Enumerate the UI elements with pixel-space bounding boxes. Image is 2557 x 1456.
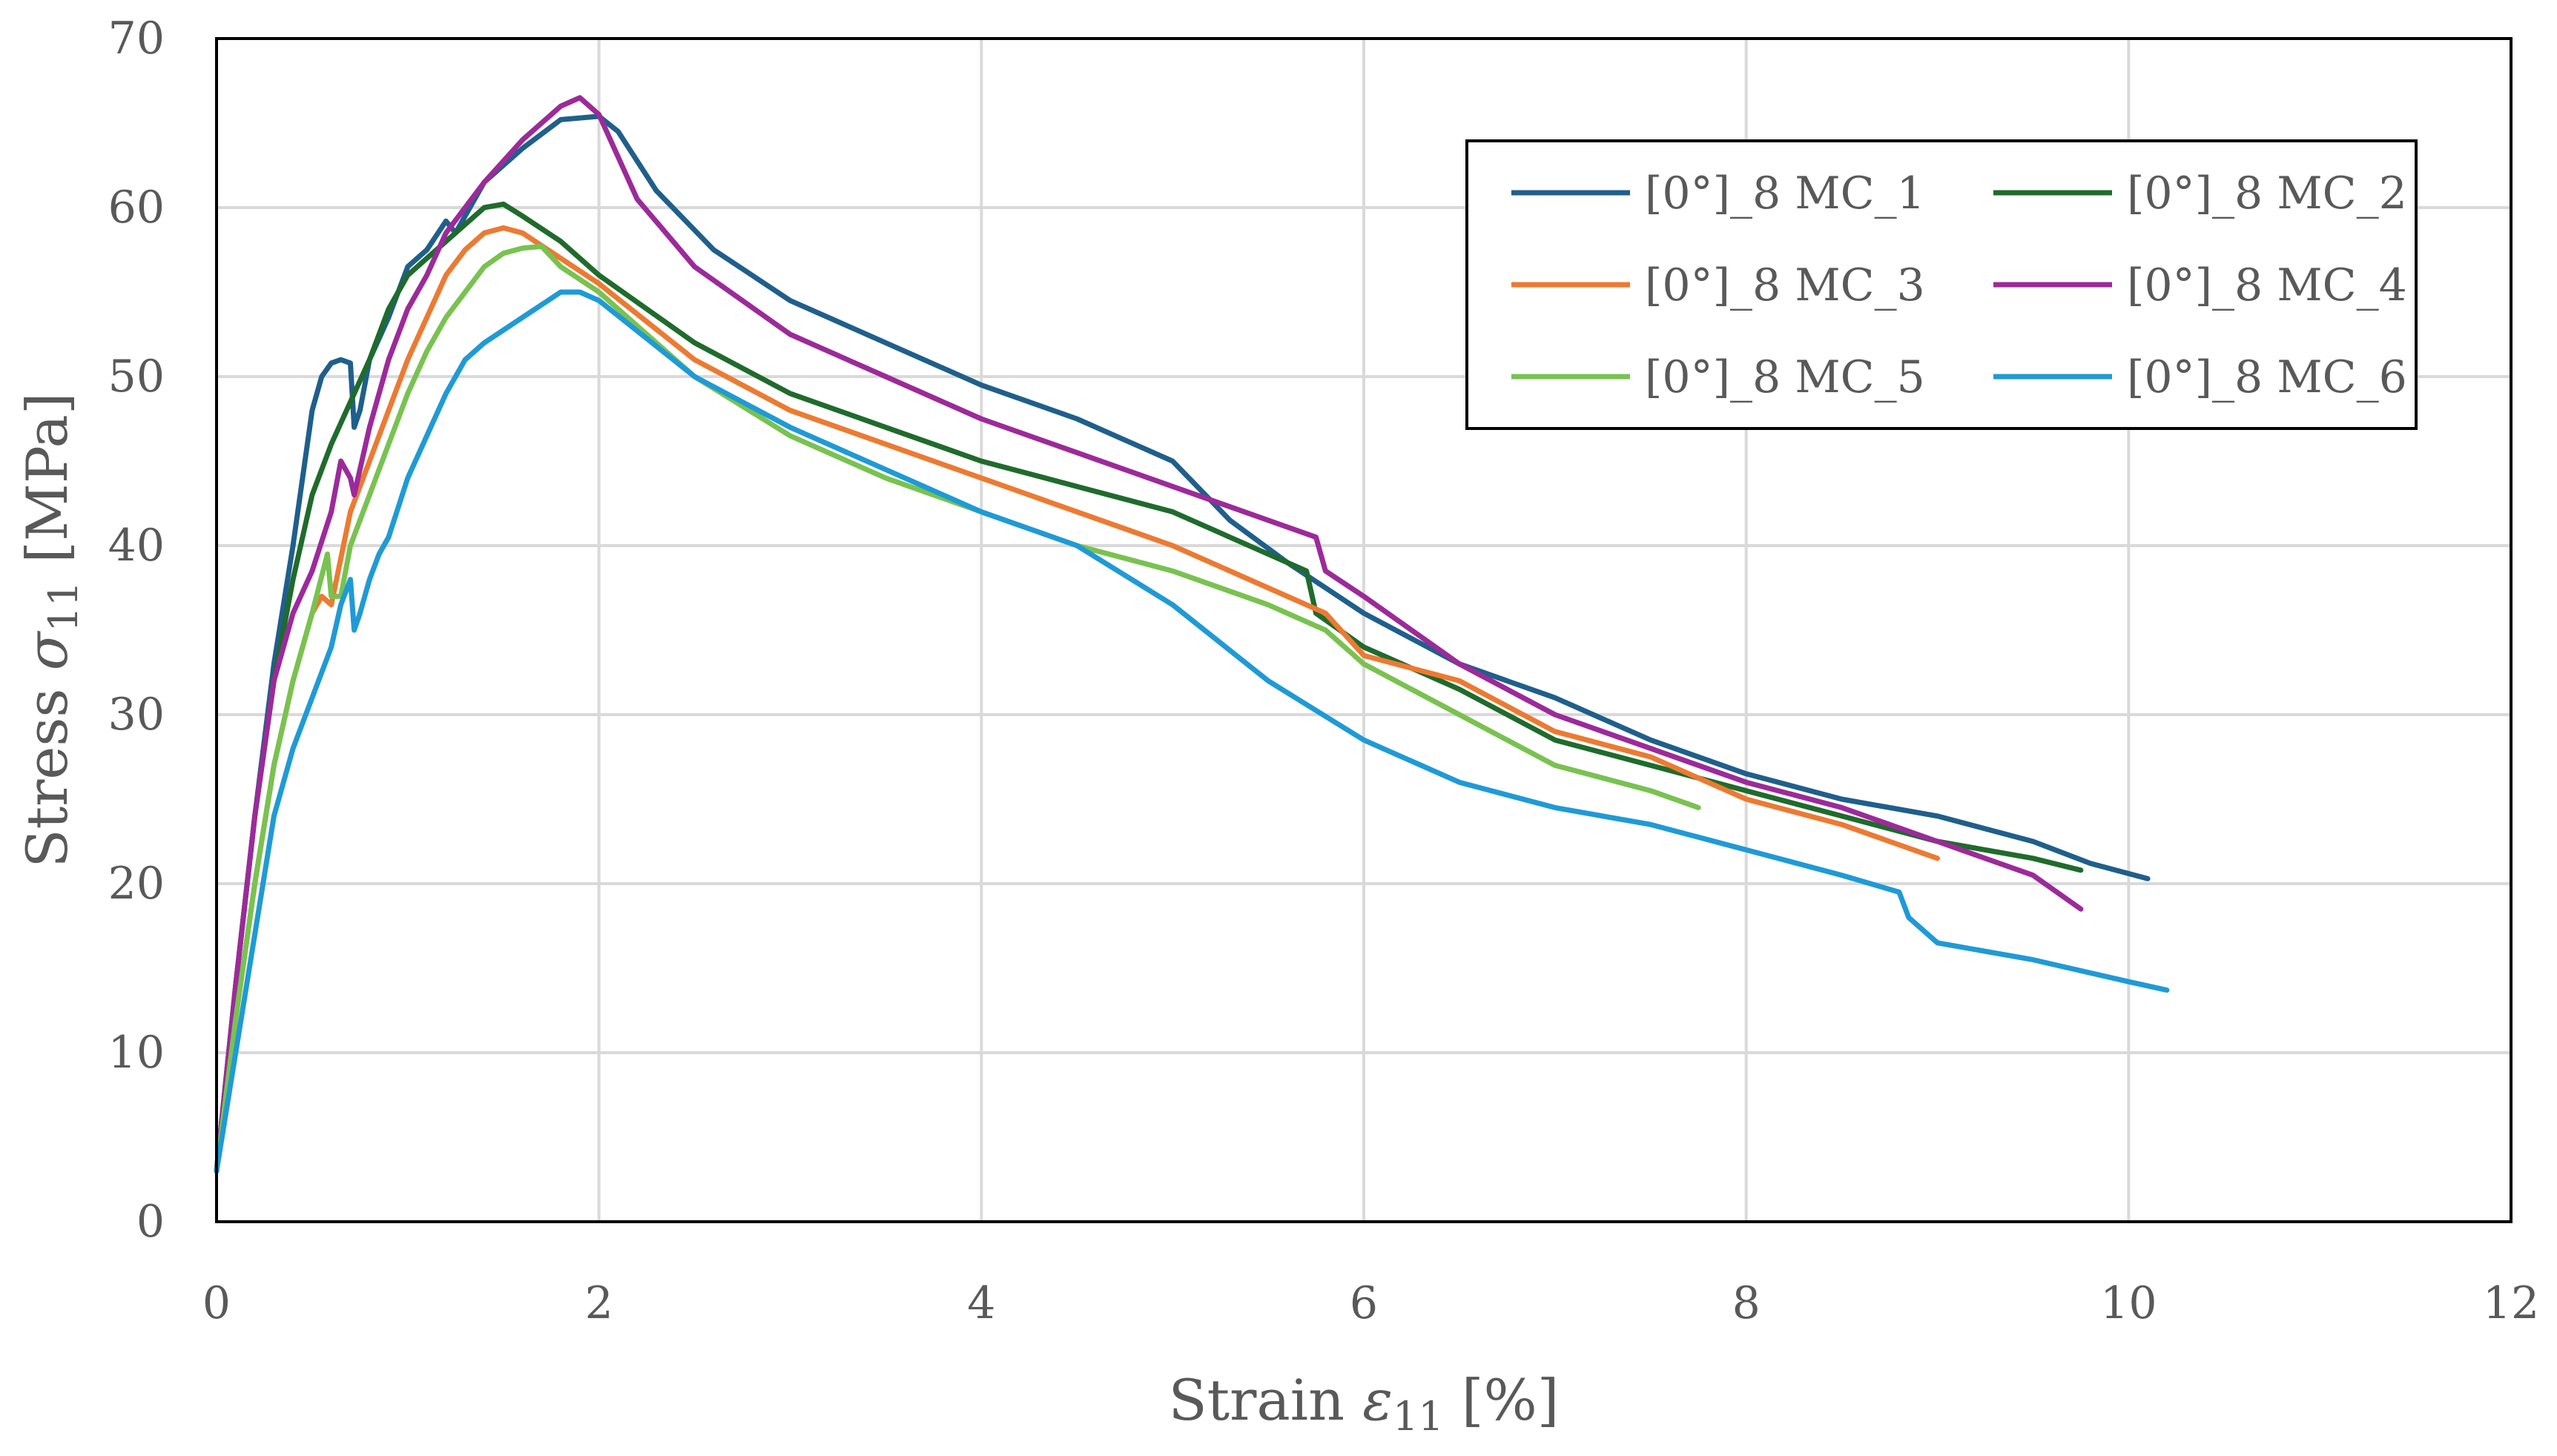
x-axis-title-suffix: [%]	[1444, 1367, 1560, 1433]
y-tick-label: 60	[108, 182, 165, 234]
x-tick-label: 10	[2100, 1277, 2157, 1329]
y-axis-title-suffix: [MPa]	[14, 393, 80, 581]
series-line-3	[214, 225, 1940, 1174]
y-axis-title-subscript: 11	[40, 581, 87, 632]
series-lines	[214, 95, 2170, 1174]
y-tick-label: 0	[136, 1196, 165, 1248]
tick-labels: 0 2 4 6 8 10 12 0 10 20 30 40 50 60 70	[108, 13, 2540, 1329]
series-line-2	[214, 201, 2084, 1174]
y-axis-title-symbol: σ	[14, 630, 80, 670]
legend-label-1: [0°]_8 MC_1	[1645, 168, 1925, 219]
x-axis-title-subscript: 11	[1393, 1393, 1444, 1440]
y-tick-label: 20	[108, 858, 165, 910]
legend-label-3: [0°]_8 MC_3	[1645, 259, 1925, 311]
x-tick-label: 12	[2483, 1277, 2539, 1329]
legend-label-2: [0°]_8 MC_2	[2127, 168, 2407, 219]
legend: [0°]_8 MC_1 [0°]_8 MC_2 [0°]_8 MC_3 [0°]_8 …	[1465, 139, 2418, 430]
x-tick-label: 6	[1350, 1277, 1378, 1329]
y-axis-title-prefix: Stress	[14, 670, 80, 867]
x-tick-label: 0	[202, 1277, 231, 1329]
y-axis-title: Stress σ11 [MPa]	[14, 393, 87, 868]
y-tick-label: 50	[108, 351, 165, 403]
legend-label-4: [0°]_8 MC_4	[2127, 259, 2407, 311]
series-line-5	[214, 243, 1701, 1174]
series-line-1	[214, 113, 2151, 1174]
series-line-6	[214, 289, 2170, 1174]
legend-label-6: [0°]_8 MC_6	[2127, 351, 2407, 403]
x-tick-label: 4	[967, 1277, 995, 1329]
plot-area-frame	[215, 37, 2513, 1223]
series-line-4	[214, 95, 2084, 1174]
y-tick-label: 30	[108, 689, 165, 741]
y-tick-label: 70	[108, 13, 165, 64]
x-axis-title: Strain ε11 [%]	[1169, 1367, 1560, 1440]
x-axis-title-prefix: Strain	[1169, 1367, 1363, 1433]
x-tick-label: 8	[1732, 1277, 1761, 1329]
y-tick-label: 10	[108, 1027, 165, 1079]
x-tick-label: 2	[585, 1277, 613, 1329]
y-tick-label: 40	[108, 520, 165, 572]
x-axis-title-symbol: ε	[1362, 1367, 1393, 1433]
legend-label-5: [0°]_8 MC_5	[1645, 351, 1925, 403]
